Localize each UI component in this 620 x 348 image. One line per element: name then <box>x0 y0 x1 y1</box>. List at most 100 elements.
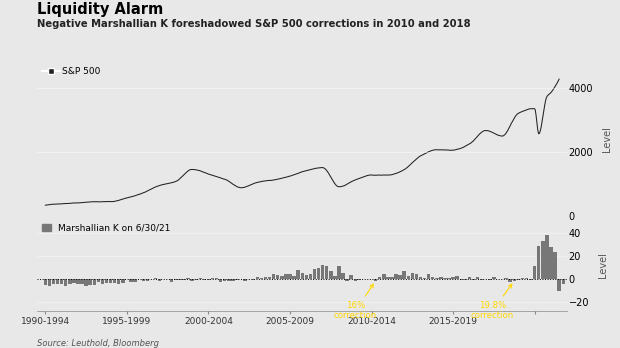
Bar <box>56 279 60 284</box>
Legend: S&P 500: S&P 500 <box>42 67 101 76</box>
Bar <box>513 279 516 282</box>
Bar <box>231 279 234 281</box>
Bar <box>382 274 386 279</box>
Bar <box>89 279 92 285</box>
Bar <box>345 279 349 280</box>
Bar <box>284 274 288 279</box>
Bar <box>64 279 68 286</box>
Bar <box>244 279 247 281</box>
Bar <box>97 279 100 282</box>
Bar <box>423 277 427 279</box>
Bar <box>325 266 329 279</box>
Bar <box>121 279 125 283</box>
Bar <box>508 279 512 282</box>
Bar <box>496 278 500 279</box>
Bar <box>280 276 283 279</box>
Bar <box>472 279 475 280</box>
Bar <box>476 277 479 279</box>
Bar <box>43 279 47 285</box>
Text: 16%
correction: 16% correction <box>334 284 377 321</box>
Bar <box>541 241 544 279</box>
Bar <box>464 279 467 280</box>
Bar <box>52 279 55 284</box>
Text: 19.8%
correction: 19.8% correction <box>471 284 514 321</box>
Y-axis label: Level: Level <box>601 126 612 152</box>
Bar <box>117 279 120 284</box>
Bar <box>549 247 552 279</box>
Bar <box>141 279 145 282</box>
Bar <box>272 274 275 279</box>
Y-axis label: Level: Level <box>598 252 608 278</box>
Bar <box>133 279 137 282</box>
Bar <box>72 279 76 283</box>
Bar <box>390 277 394 279</box>
Bar <box>178 279 182 280</box>
Bar <box>288 274 292 279</box>
Bar <box>521 278 524 279</box>
Bar <box>81 279 84 284</box>
Bar <box>304 275 308 279</box>
Bar <box>268 277 272 279</box>
Bar <box>236 279 239 280</box>
Bar <box>301 273 304 279</box>
Bar <box>84 279 88 286</box>
Bar <box>109 279 112 283</box>
Bar <box>182 279 186 280</box>
Bar <box>260 278 263 279</box>
Bar <box>293 276 296 279</box>
Bar <box>48 279 51 286</box>
Bar <box>399 275 402 279</box>
Bar <box>76 279 80 284</box>
Bar <box>410 273 414 279</box>
Bar <box>146 279 149 281</box>
Bar <box>333 276 337 279</box>
Bar <box>60 279 63 284</box>
Bar <box>190 279 194 282</box>
Bar <box>353 279 357 282</box>
Bar <box>211 278 215 279</box>
Bar <box>480 279 484 280</box>
Text: Negative Marshallian K foreshadowed S&P 500 corrections in 2010 and 2018: Negative Marshallian K foreshadowed S&P … <box>37 19 471 29</box>
Text: Liquidity Alarm: Liquidity Alarm <box>37 2 164 17</box>
Bar <box>195 279 198 280</box>
Bar <box>451 277 455 279</box>
Bar <box>557 279 561 291</box>
Bar <box>105 279 108 283</box>
Legend: Marshallian K on 6/30/21: Marshallian K on 6/30/21 <box>42 224 170 233</box>
Bar <box>492 277 495 279</box>
Bar <box>113 279 117 283</box>
Bar <box>448 278 451 279</box>
Bar <box>68 279 71 284</box>
Bar <box>255 277 259 279</box>
Bar <box>378 277 381 279</box>
Bar <box>459 279 463 280</box>
Bar <box>227 279 231 282</box>
Bar <box>439 277 443 279</box>
Bar <box>467 277 471 279</box>
Bar <box>317 268 321 279</box>
Bar <box>358 279 361 280</box>
Bar <box>170 279 174 282</box>
Bar <box>505 278 508 279</box>
Bar <box>533 266 536 279</box>
Bar <box>312 269 316 279</box>
Bar <box>309 275 312 279</box>
Bar <box>130 279 133 282</box>
Bar <box>418 277 422 279</box>
Bar <box>215 278 218 279</box>
Bar <box>374 279 378 282</box>
Bar <box>296 270 300 279</box>
Bar <box>562 279 565 284</box>
Bar <box>337 266 340 279</box>
Bar <box>321 266 324 279</box>
Bar <box>545 235 549 279</box>
Bar <box>427 274 430 279</box>
Bar <box>219 279 223 282</box>
Bar <box>342 273 345 279</box>
Bar <box>206 279 210 280</box>
Bar <box>154 278 157 279</box>
Bar <box>92 279 96 285</box>
Bar <box>187 278 190 279</box>
Bar <box>456 276 459 279</box>
Bar <box>516 279 520 280</box>
